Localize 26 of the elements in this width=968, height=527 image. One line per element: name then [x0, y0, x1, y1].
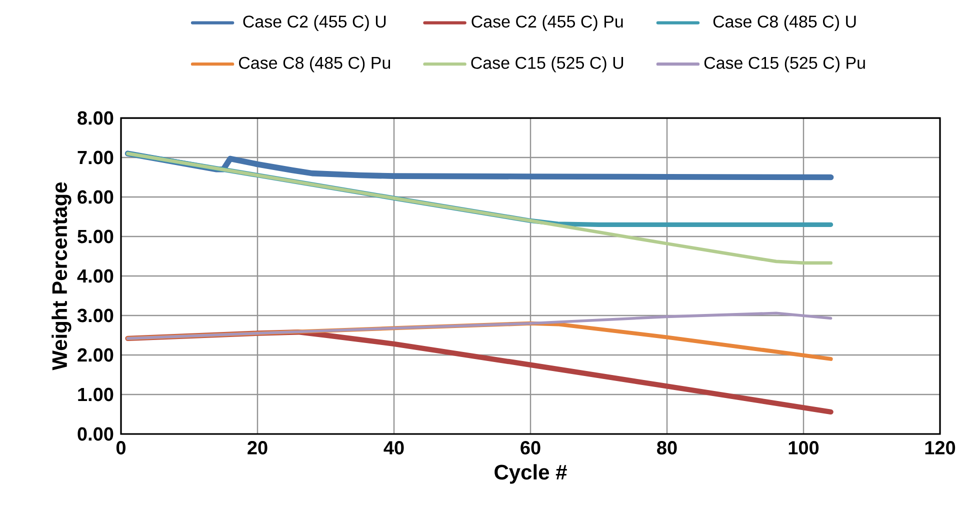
legend-label: Case C8 (485 C) U: [713, 15, 856, 31]
x-tick-label: 80: [657, 441, 677, 454]
y-tick-label: 5.00: [78, 230, 114, 244]
x-tick-label: 20: [248, 441, 268, 454]
y-tick-label: 6.00: [78, 190, 114, 204]
y-tick-label: 3.00: [77, 308, 114, 322]
legend-label: Case C2 (455 C) U: [243, 15, 386, 31]
x-tick-label: 120: [925, 441, 956, 454]
line-series: [126, 152, 833, 265]
y-tick-label: 8.00: [78, 111, 114, 125]
y-tick-label: 2.00: [78, 348, 114, 362]
x-tick-label: 0: [116, 441, 126, 454]
y-tick-label: 1.00: [78, 388, 114, 402]
y-tick-label: 0.00: [78, 427, 114, 441]
y-tick-label: 7.00: [78, 150, 114, 164]
x-tick-label: 40: [384, 441, 404, 454]
legend-label: Case C8 (485 C) Pu: [239, 56, 390, 72]
legend-label: Case C15 (525 C) Pu: [704, 56, 865, 72]
y-axis-title: Weight Percentage: [52, 182, 72, 370]
x-tick-label: 60: [520, 441, 540, 454]
legend-label: Case C2 (455 C) Pu: [472, 15, 623, 31]
legend-label: Case C15 (525 C) U: [471, 56, 624, 72]
y-tick-label: 4.00: [77, 269, 114, 283]
x-tick-label: 100: [788, 441, 819, 454]
line-series: [126, 312, 832, 340]
x-axis-title: Cycle #: [494, 464, 567, 484]
